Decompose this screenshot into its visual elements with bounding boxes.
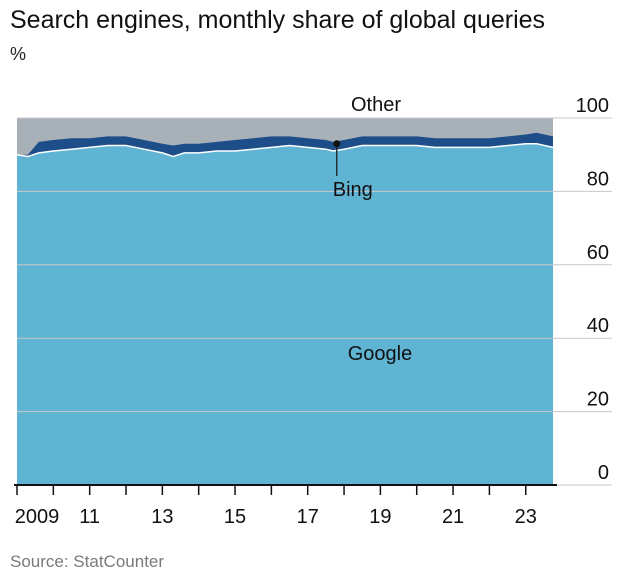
area-google bbox=[17, 143, 553, 485]
x-tick-label: 11 bbox=[79, 506, 100, 528]
y-tick-label: 80 bbox=[587, 168, 609, 190]
google-edge-line bbox=[16, 142, 554, 158]
x-tick-label: 21 bbox=[442, 506, 464, 528]
source-note: Source: StatCounter bbox=[10, 552, 165, 571]
x-axis-ticks: 2009 11 13 15 17 19 21 23 bbox=[15, 485, 537, 528]
x-tick-label: 19 bbox=[369, 506, 391, 528]
gridlines bbox=[14, 117, 612, 486]
chart-title: Search engines, monthly share of global … bbox=[10, 6, 546, 34]
x-tick-label: 2009 bbox=[15, 506, 60, 528]
series-label-bing: Bing bbox=[333, 179, 373, 201]
y-tick-label: 20 bbox=[587, 389, 609, 411]
series-labels: Other Google Bing bbox=[333, 94, 412, 365]
y-tick-label: 100 bbox=[576, 95, 609, 117]
y-axis-ticks: 100 80 60 40 20 0 bbox=[576, 95, 609, 484]
x-tick-label: 23 bbox=[515, 506, 537, 528]
y-tick-label: 60 bbox=[587, 242, 609, 264]
series-label-other: Other bbox=[351, 94, 401, 116]
unit-label: % bbox=[10, 44, 27, 64]
area-layers bbox=[16, 118, 554, 485]
x-tick-label: 17 bbox=[297, 506, 319, 528]
x-tick-label: 15 bbox=[224, 506, 246, 528]
chart-svg: Other Google Bing 100 80 60 40 20 0 2009 11 13 15 1… bbox=[14, 94, 612, 528]
bing-callout-dot bbox=[333, 140, 341, 148]
series-label-google: Google bbox=[348, 343, 413, 365]
y-tick-label: 0 bbox=[598, 462, 609, 484]
y-tick-label: 40 bbox=[587, 315, 609, 337]
x-tick-label: 13 bbox=[151, 506, 173, 528]
